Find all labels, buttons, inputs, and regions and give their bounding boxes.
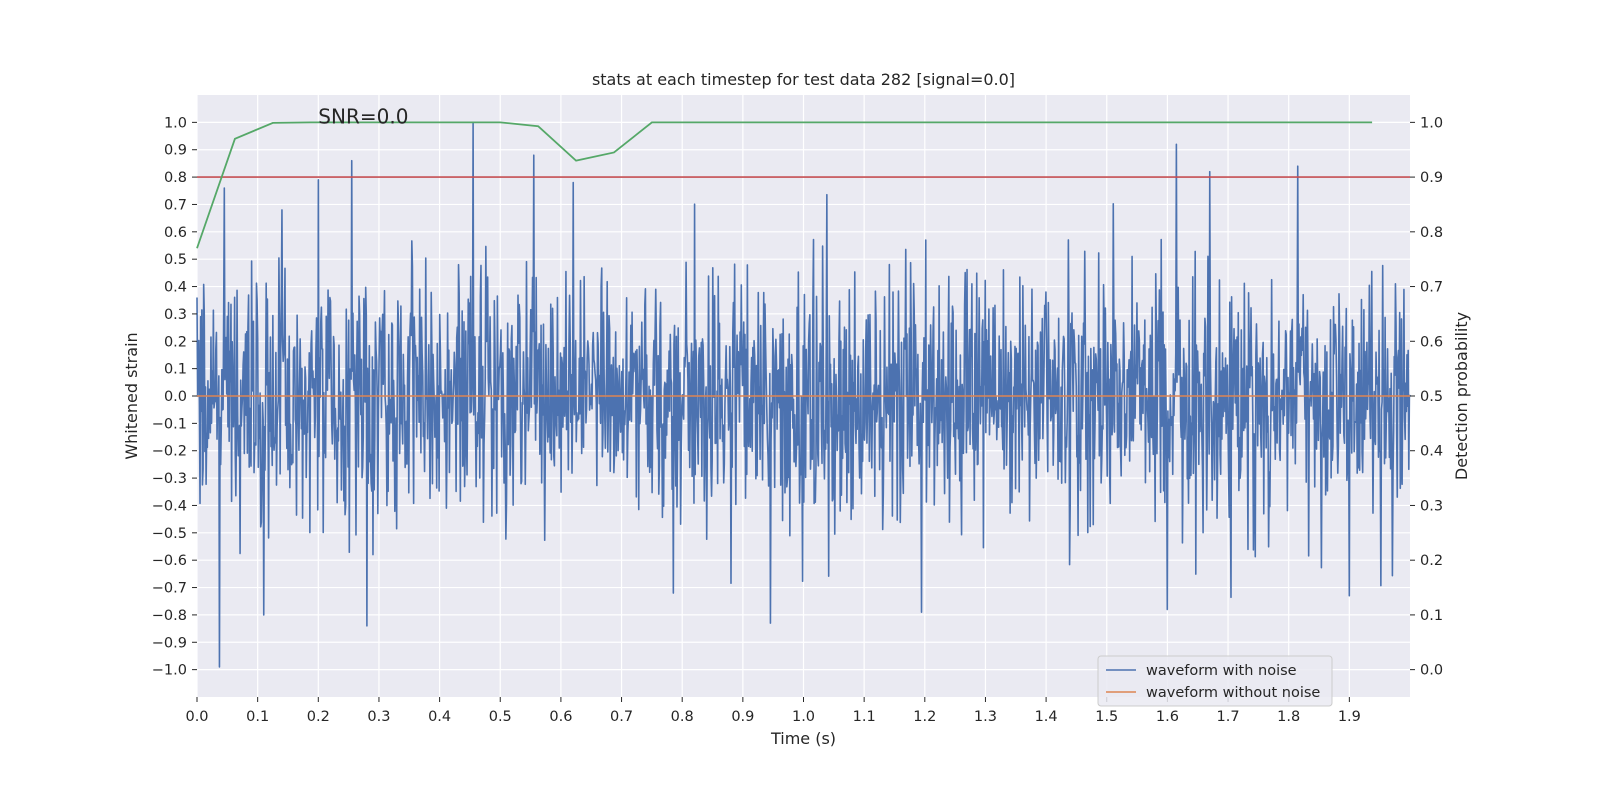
axis-ticks: 0.0 0.1 0.2 0.3 0.4 0.5 0.6 0.7 0.8 0.9 1.0 1.1 1.2 1… <box>152 115 1443 725</box>
y-axis-label: Whitened strain <box>122 332 141 459</box>
y-tick-label: 0.6 <box>164 225 187 241</box>
chart-title: stats at each timestep for test data 282… <box>592 70 1015 89</box>
y-tick-label: 0.3 <box>164 307 187 323</box>
y-tick-label: −1.0 <box>152 663 187 679</box>
y-tick-label: 0.2 <box>164 334 187 350</box>
y2-tick-label: 0.3 <box>1420 498 1443 514</box>
y-tick-label: −0.5 <box>152 526 187 542</box>
y2-tick-label: 1.0 <box>1420 115 1443 131</box>
x-tick-label: 1.5 <box>1095 709 1118 725</box>
y-tick-label: 0.9 <box>164 143 187 159</box>
x-tick-label: 0.2 <box>307 709 330 725</box>
x-tick-label: 1.9 <box>1338 709 1361 725</box>
y2-tick-label: 0.0 <box>1420 663 1443 679</box>
y2-tick-label: 0.4 <box>1420 444 1443 460</box>
overlay-lines <box>196 121 1410 397</box>
y2-tick-label: 0.2 <box>1420 553 1443 569</box>
y-tick-label: −0.1 <box>152 416 187 432</box>
y-tick-label: −0.9 <box>152 635 187 651</box>
y-tick-label: −0.4 <box>152 498 187 514</box>
y-tick-label: 0.8 <box>164 170 187 186</box>
y2-tick-label: 0.9 <box>1420 170 1443 186</box>
y2-tick-label: 0.6 <box>1420 334 1443 350</box>
noisy-waveform-series <box>196 121 1411 668</box>
x-tick-label: 0.1 <box>246 709 269 725</box>
y2-tick-label: 0.7 <box>1420 280 1443 296</box>
y2-tick-label: 0.1 <box>1420 608 1443 624</box>
y-tick-label: −0.2 <box>152 444 187 460</box>
x-tick-label: 1.8 <box>1277 709 1300 725</box>
y-tick-label: 0.0 <box>164 389 187 405</box>
y-tick-label: 0.7 <box>164 197 187 213</box>
x-tick-label: 0.3 <box>367 709 390 725</box>
y-tick-label: 0.5 <box>164 252 187 268</box>
y-tick-label: 0.1 <box>164 362 187 378</box>
x-tick-label: 0.0 <box>185 709 208 725</box>
y2-tick-label: 0.8 <box>1420 225 1443 241</box>
x-tick-label: 1.2 <box>913 709 936 725</box>
x-tick-label: 1.6 <box>1156 709 1179 725</box>
y-tick-label: −0.6 <box>152 553 187 569</box>
legend-box <box>1097 655 1333 707</box>
x-tick-label: 0.5 <box>489 709 512 725</box>
legend: waveform with noise waveform without noi… <box>1097 655 1333 707</box>
x-tick-label: 1.4 <box>1035 709 1058 725</box>
x-tick-label: 0.8 <box>671 709 694 725</box>
y2-tick-label: 0.5 <box>1420 389 1443 405</box>
legend-label-noisy: waveform with noise <box>1146 663 1297 679</box>
x-tick-label: 0.9 <box>731 709 754 725</box>
y-tick-label: −0.7 <box>152 581 187 597</box>
x-tick-label: 1.1 <box>853 709 876 725</box>
y-tick-label: 0.4 <box>164 280 187 296</box>
x-tick-label: 1.3 <box>974 709 997 725</box>
x-tick-label: 1.0 <box>792 709 815 725</box>
y-tick-label: 1.0 <box>164 115 187 131</box>
y-tick-label: −0.8 <box>152 608 187 624</box>
legend-label-clean: waveform without noise <box>1146 685 1320 701</box>
x-tick-label: 1.7 <box>1217 709 1240 725</box>
x-tick-label: 0.7 <box>610 709 633 725</box>
snr-annotation: SNR=0.0 <box>318 104 408 128</box>
y-tick-label: −0.3 <box>152 471 187 487</box>
detection-probability-line <box>196 121 1373 249</box>
x-tick-label: 0.6 <box>549 709 572 725</box>
waveform-with-noise-line <box>196 121 1411 668</box>
y2-axis-label: Detection probability <box>1452 312 1471 480</box>
x-axis-label: Time (s) <box>770 729 836 748</box>
x-tick-label: 0.4 <box>428 709 451 725</box>
